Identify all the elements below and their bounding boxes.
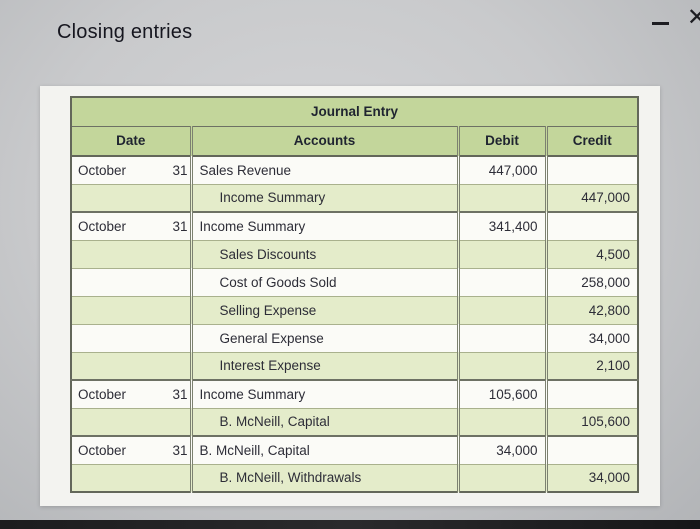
journal-row: Income Summary 447,000 <box>71 183 639 212</box>
debit-cell <box>456 351 546 380</box>
window-controls: ✕ <box>651 4 700 31</box>
date-cell <box>71 407 191 436</box>
date-cell: October 31 <box>71 379 191 408</box>
credit-cell <box>544 211 639 240</box>
credit-cell: 447,000 <box>544 183 639 212</box>
date-cell: October 31 <box>71 435 191 464</box>
column-header-credit: Credit <box>544 126 639 157</box>
date-cell <box>71 183 191 212</box>
date-cell <box>71 239 191 268</box>
debit-cell: 341,400 <box>456 211 546 240</box>
minimize-icon[interactable] <box>651 21 669 25</box>
debit-cell: 105,600 <box>456 379 546 408</box>
column-header-row: Date Accounts Debit Credit <box>71 126 639 157</box>
date-day: 31 <box>172 386 188 402</box>
journal-row: October 31 Income Summary 105,600 <box>71 379 639 408</box>
debit-cell <box>456 323 546 352</box>
journal-card: Journal Entry Date Accounts Debit Credit… <box>40 86 660 506</box>
journal-row: Interest Expense 2,100 <box>71 351 639 380</box>
debit-cell <box>456 463 546 492</box>
debit-cell <box>456 267 546 296</box>
account-cell: Sales Revenue <box>189 156 458 184</box>
table-title-row: Journal Entry <box>71 97 639 127</box>
debit-cell: 447,000 <box>456 156 546 184</box>
date-month: October <box>78 386 127 402</box>
journal-row: October 31 Income Summary 341,400 <box>71 211 639 240</box>
photo-bottom-edge <box>0 520 700 529</box>
account-cell: B. McNeill, Withdrawals <box>189 463 458 492</box>
journal-row: General Expense 34,000 <box>71 323 639 352</box>
date-cell <box>71 267 191 296</box>
debit-cell <box>456 183 546 212</box>
account-cell: Income Summary <box>189 379 458 408</box>
journal-table: Journal Entry Date Accounts Debit Credit… <box>70 96 640 493</box>
page-title: Closing entries <box>57 21 193 43</box>
debit-cell: 34,000 <box>456 435 546 464</box>
date-cell <box>71 351 191 380</box>
journal-row: October 31 B. McNeill, Capital 34,000 <box>71 435 639 464</box>
account-cell: General Expense <box>189 323 458 352</box>
journal-row: Selling Expense 42,800 <box>71 295 639 324</box>
date-cell <box>71 295 191 324</box>
account-cell: Selling Expense <box>189 295 458 324</box>
account-cell: Sales Discounts <box>189 239 458 268</box>
date-month: October <box>78 162 127 178</box>
column-header-accounts: Accounts <box>189 126 458 157</box>
date-cell <box>71 323 191 352</box>
debit-cell <box>456 295 546 324</box>
date-day: 31 <box>172 218 188 234</box>
date-day: 31 <box>172 442 188 458</box>
account-cell: Cost of Goods Sold <box>189 267 458 296</box>
date-cell <box>71 463 191 492</box>
debit-cell <box>456 407 546 436</box>
account-cell: Interest Expense <box>189 351 458 380</box>
journal-row: B. McNeill, Capital 105,600 <box>71 407 639 436</box>
credit-cell <box>544 156 639 184</box>
column-header-date: Date <box>71 126 191 157</box>
credit-cell: 258,000 <box>544 267 639 296</box>
date-month: October <box>78 218 127 234</box>
date-cell: October 31 <box>71 156 191 184</box>
credit-cell: 42,800 <box>544 295 639 324</box>
date-cell: October 31 <box>71 211 191 240</box>
journal-table-body: October 31 Sales Revenue 447,000 Income Summ… <box>71 156 639 492</box>
account-cell: B. McNeill, Capital <box>189 407 458 436</box>
account-cell: Income Summary <box>189 183 458 212</box>
journal-row: Sales Discounts 4,500 <box>71 239 639 268</box>
credit-cell: 34,000 <box>544 463 639 492</box>
journal-row: October 31 Sales Revenue 447,000 <box>71 156 639 184</box>
credit-cell: 105,600 <box>544 407 639 436</box>
date-month: October <box>78 442 127 458</box>
close-icon[interactable]: ✕ <box>686 4 700 31</box>
column-header-debit: Debit <box>456 126 546 157</box>
debit-cell <box>456 239 546 268</box>
credit-cell <box>544 379 639 408</box>
journal-row: B. McNeill, Withdrawals 34,000 <box>71 463 639 492</box>
account-cell: Income Summary <box>189 211 458 240</box>
credit-cell: 34,000 <box>544 323 639 352</box>
journal-row: Cost of Goods Sold 258,000 <box>71 267 639 296</box>
table-title: Journal Entry <box>71 97 639 127</box>
credit-cell: 4,500 <box>544 239 639 268</box>
date-day: 31 <box>172 162 188 178</box>
account-cell: B. McNeill, Capital <box>189 435 458 464</box>
credit-cell: 2,100 <box>544 351 639 380</box>
credit-cell <box>544 435 639 464</box>
